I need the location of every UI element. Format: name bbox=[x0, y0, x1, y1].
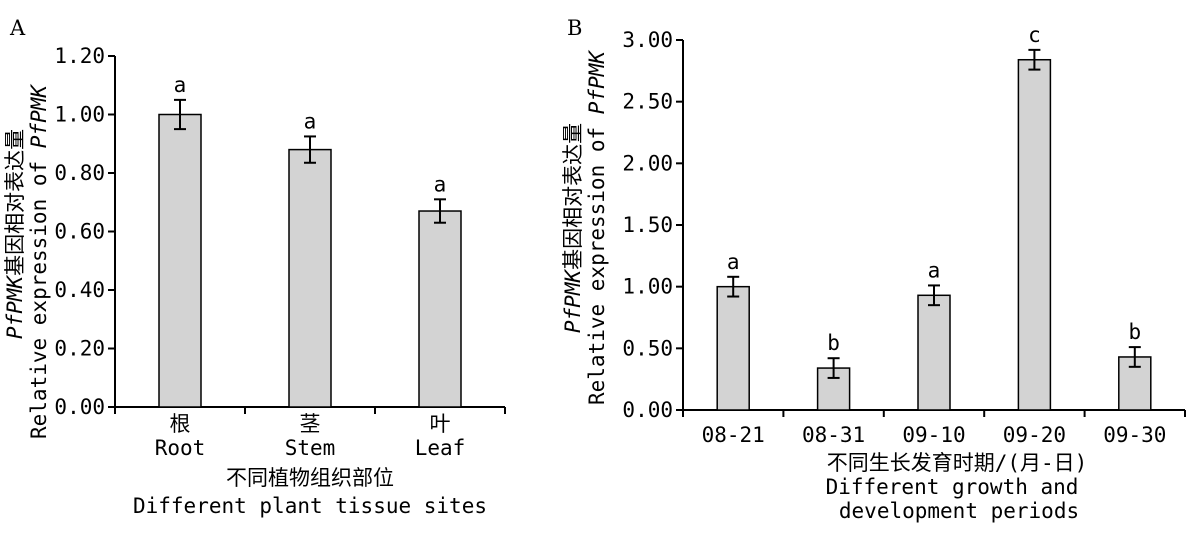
y-tick-label: 0.50 bbox=[622, 336, 673, 360]
significance-letter: b bbox=[827, 331, 840, 355]
category-label: 08-21 bbox=[702, 423, 765, 447]
panel-b-xlabel-en-line2: development periods bbox=[839, 499, 1079, 523]
significance-letter: a bbox=[304, 109, 317, 133]
y-tick-label: 0.00 bbox=[54, 395, 105, 419]
bar bbox=[716, 285, 750, 411]
significance-letter: a bbox=[928, 258, 941, 282]
category-label-en: Leaf bbox=[415, 436, 466, 460]
y-tick-label: 0.00 bbox=[622, 398, 673, 422]
bar bbox=[288, 148, 332, 408]
y-tick-label: 0.80 bbox=[54, 161, 105, 185]
panel-b-ylabel-line1: PfPMK基因相对表达量 bbox=[561, 123, 585, 333]
panel-b-letter: B bbox=[567, 16, 582, 40]
y-tick-label: 2.00 bbox=[622, 151, 673, 175]
bar bbox=[917, 294, 951, 411]
category-label-zh: 叶 bbox=[430, 412, 451, 436]
category-label: 08-31 bbox=[802, 423, 865, 447]
category-label: 09-20 bbox=[1003, 423, 1066, 447]
y-tick-label: 3.00 bbox=[622, 28, 673, 52]
panel-a-letter: A bbox=[9, 16, 26, 40]
panel-a-ylabel-line1: PfPMK基因相对表达量 bbox=[3, 129, 27, 339]
panel-a-xlabel-zh: 不同植物组织部位 bbox=[226, 466, 394, 490]
bar bbox=[418, 210, 462, 408]
category-label-en: Stem bbox=[285, 436, 336, 460]
y-tick-label: 0.40 bbox=[54, 278, 105, 302]
y-tick-label: 0.60 bbox=[54, 220, 105, 244]
panel-b-ylabel-line2: Relative expression of PfPMK bbox=[585, 50, 609, 405]
panel-b-xlabel-zh: 不同生长发育时期/(月-日) bbox=[827, 451, 1088, 475]
y-tick-label: 1.50 bbox=[622, 213, 673, 237]
significance-letter: a bbox=[174, 73, 187, 97]
significance-letter: b bbox=[1128, 320, 1141, 344]
panel-a-xlabel-en: Different plant tissue sites bbox=[133, 494, 487, 518]
category-label: 09-10 bbox=[902, 423, 965, 447]
panel-a-ylabel-line2: Relative expression of PfPMK bbox=[27, 84, 51, 439]
panel-b-bars: a b a c b bbox=[716, 23, 1152, 411]
significance-letter: c bbox=[1028, 23, 1041, 47]
category-label: 09-30 bbox=[1103, 423, 1166, 447]
significance-letter: a bbox=[727, 250, 740, 274]
panel-a-bars: a a a bbox=[158, 73, 462, 408]
y-tick-label: 0.20 bbox=[54, 337, 105, 361]
panel-b-axes: 0.00 0.50 1.00 1.50 2.00 2.50 3.00 08-21 08-31 09… bbox=[622, 28, 1186, 447]
y-tick-label: 1.20 bbox=[54, 44, 105, 68]
y-tick-label: 1.00 bbox=[54, 103, 105, 127]
category-label-zh: 茎 bbox=[300, 412, 321, 436]
panel-b-xlabel-en-line1: Different growth and bbox=[826, 475, 1079, 499]
significance-letter: a bbox=[434, 172, 447, 196]
panel-b: B 0.00 0.50 1.00 1.50 2.00 2.50 3.00 08-21 08-31… bbox=[561, 16, 1186, 523]
bar bbox=[1017, 58, 1052, 411]
category-label-zh: 根 bbox=[170, 412, 191, 436]
bar bbox=[158, 113, 202, 408]
y-tick-label: 2.50 bbox=[622, 90, 673, 114]
y-tick-label: 1.00 bbox=[622, 275, 673, 299]
category-label-en: Root bbox=[155, 436, 206, 460]
